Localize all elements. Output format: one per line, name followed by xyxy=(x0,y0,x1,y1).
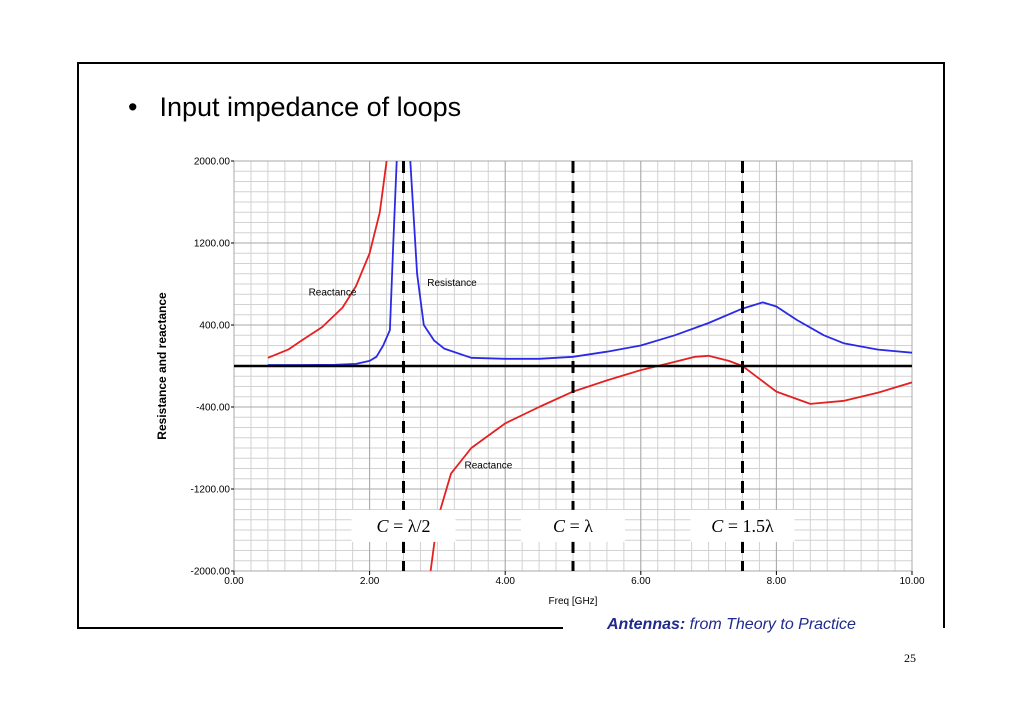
x-axis-label: Freq [GHz] xyxy=(549,596,598,607)
circumference-label-box xyxy=(521,509,625,542)
curve-annotation: Reactance xyxy=(465,461,513,472)
frame-bottom-rule xyxy=(77,627,563,629)
x-tick-label: 6.00 xyxy=(631,576,651,587)
circumference-variable: C xyxy=(553,516,566,536)
x-tick-label: 8.00 xyxy=(767,576,787,587)
circumference-value: = λ/2 xyxy=(389,516,431,536)
circumference-label-box xyxy=(690,509,795,542)
circumference-variable: C xyxy=(377,516,390,536)
curve-annotation: Resistance xyxy=(427,278,477,289)
page-number: 25 xyxy=(904,651,916,665)
circumference-value: = 1.5λ xyxy=(723,516,774,536)
curve-annotation: Reactance xyxy=(309,287,357,298)
reactance-curve-segment-2 xyxy=(429,354,912,571)
circumference-label: C = λ xyxy=(553,516,593,536)
x-tick-label: 10.00 xyxy=(899,576,924,587)
x-tick-label: 2.00 xyxy=(360,576,380,587)
y-tick-label: -1200.00 xyxy=(191,485,231,496)
circumference-label: C = 1.5λ xyxy=(711,516,774,536)
y-tick-label: -2000.00 xyxy=(191,567,231,578)
footer-subtitle: from Theory to Practice xyxy=(685,616,856,633)
y-axis-label: Resistance and reactance xyxy=(155,292,169,440)
x-tick-label: 0.00 xyxy=(224,576,244,587)
footer-credit: Antennas: from Theory to Practice xyxy=(607,616,856,634)
x-tick-label: 4.00 xyxy=(495,576,515,587)
circumference-label-box xyxy=(351,509,456,542)
impedance-chart: 0.00 2.00 4.00 6.00 8.00 10.00 2000.00 1200.00 4… xyxy=(155,157,925,608)
circumference-variable: C xyxy=(711,516,724,536)
y-tick-label: 400.00 xyxy=(199,321,230,332)
circumference-value: = λ xyxy=(565,516,593,536)
y-tick-label: 2000.00 xyxy=(194,157,231,168)
resistance-curve-segment-2 xyxy=(409,161,912,360)
footer-book-title: Antennas: xyxy=(607,616,686,633)
y-tick-label: -400.00 xyxy=(196,403,230,414)
reactance-curve-segment-1 xyxy=(267,161,388,359)
circumference-label: C = λ/2 xyxy=(377,516,431,536)
bullet-dot-icon: • xyxy=(128,92,138,122)
slide-frame xyxy=(77,62,945,628)
y-tick-label: 1200.00 xyxy=(194,239,231,250)
bullet-text: Input impedance of loops xyxy=(159,92,462,122)
bullet-item: • Input impedance of loops xyxy=(128,92,461,123)
